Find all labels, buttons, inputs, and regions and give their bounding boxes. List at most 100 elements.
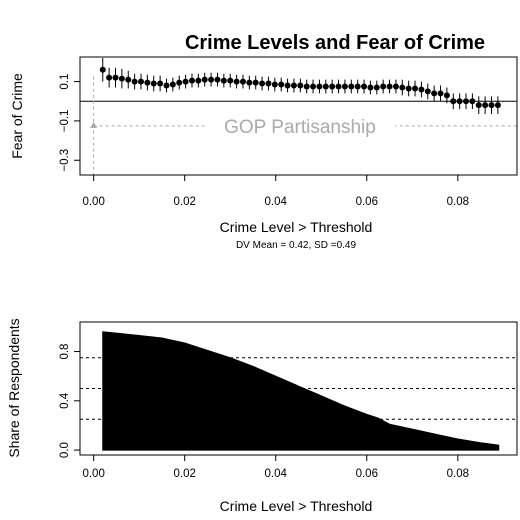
data-point (475, 102, 482, 109)
data-point (239, 78, 246, 85)
data-point (316, 83, 323, 90)
data-point (303, 83, 310, 90)
data-point (182, 78, 189, 85)
bottom-x-axis-label: Crime Level > Threshold (220, 498, 373, 514)
gop-point (90, 121, 98, 128)
data-point (137, 78, 144, 85)
x-tick-label: 0.08 (447, 196, 469, 208)
bottom-series (102, 331, 500, 451)
data-point (214, 76, 221, 83)
data-point (169, 81, 176, 88)
data-point (335, 83, 342, 90)
x-tick-label: 0.08 (447, 468, 469, 480)
panel-share-of-respondents: 0.00 0.02 0.04 0.06 0.08 0.0 0.4 0.8 Crime Lev… (6, 318, 518, 514)
x-tick-label: 0.04 (265, 468, 288, 480)
data-point (112, 74, 119, 81)
dv-summary-note: DV Mean = 0.42, SD =0.49 (236, 240, 357, 251)
data-point (361, 83, 368, 90)
data-point (271, 81, 278, 88)
data-point (405, 85, 412, 92)
data-point (118, 75, 125, 82)
bottom-y-axis-label: Share of Respondents (6, 318, 22, 457)
data-point (494, 102, 501, 109)
data-point (341, 83, 348, 90)
data-point (188, 77, 195, 84)
data-point (443, 92, 450, 99)
data-point (431, 90, 438, 97)
data-point (201, 76, 208, 83)
bottom-plot-frame (79, 321, 518, 456)
y-tick-label: 0.0 (59, 442, 71, 458)
data-point (265, 80, 272, 87)
data-point (99, 66, 106, 73)
top-x-axis: 0.00 0.02 0.04 0.06 0.08 (82, 175, 469, 208)
data-point (144, 79, 151, 86)
y-tick-label: −0.1 (59, 110, 71, 133)
data-point (482, 102, 489, 109)
top-series (99, 57, 501, 115)
data-point (424, 88, 431, 95)
data-point (246, 79, 253, 86)
data-point (284, 82, 291, 89)
top-y-axis-label: Fear of Crime (9, 73, 25, 159)
share-area (102, 331, 500, 451)
data-point (290, 82, 297, 89)
gop-partisanship-annotation: GOP Partisanship (224, 117, 376, 138)
data-point (488, 102, 495, 109)
data-point (125, 76, 132, 83)
data-point (456, 98, 463, 105)
data-point (310, 83, 317, 90)
y-tick-label: −0.3 (59, 149, 71, 172)
data-point (278, 81, 285, 88)
top-plot-frame (79, 56, 518, 176)
x-tick-label: 0.02 (174, 468, 196, 480)
top-y-axis: 0.1 −0.1 −0.3 (59, 74, 80, 172)
data-point (412, 85, 419, 92)
data-point (348, 83, 355, 90)
gop-label-background (205, 113, 395, 136)
data-point (463, 98, 470, 105)
data-point (329, 83, 336, 90)
x-tick-label: 0.04 (265, 196, 288, 208)
data-point (233, 78, 240, 85)
data-point (450, 98, 457, 105)
x-tick-label: 0.00 (82, 468, 104, 480)
data-point (322, 83, 329, 90)
data-point (150, 80, 157, 87)
data-point (220, 77, 227, 84)
data-point (367, 84, 374, 91)
data-point (380, 83, 387, 90)
x-tick-label: 0.00 (82, 196, 104, 208)
data-point (227, 77, 234, 84)
data-point (297, 82, 304, 89)
data-point (259, 80, 266, 87)
data-point (437, 90, 444, 97)
chart-title: Crime Levels and Fear of Crime (185, 32, 485, 54)
top-x-axis-label: Crime Level > Threshold (220, 219, 373, 235)
data-point (469, 98, 476, 105)
y-tick-label: 0.1 (59, 74, 71, 90)
data-point (163, 82, 170, 89)
data-point (131, 78, 138, 85)
data-point (392, 83, 399, 90)
panel-fear-of-crime: GOP Partisanship 0.00 0.02 0.04 0.06 0.08 0.… (9, 56, 518, 251)
x-tick-label: 0.06 (356, 468, 378, 480)
x-tick-label: 0.02 (174, 196, 196, 208)
y-tick-label: 0.4 (59, 392, 71, 409)
data-point (176, 79, 183, 86)
bottom-y-axis: 0.0 0.4 0.8 (59, 344, 80, 458)
bottom-x-axis: 0.00 0.02 0.04 0.06 0.08 (82, 455, 469, 480)
data-point (386, 83, 393, 90)
data-point (208, 76, 215, 83)
y-tick-label: 0.8 (59, 344, 71, 360)
data-point (399, 84, 406, 91)
data-point (373, 84, 380, 91)
data-point (418, 86, 425, 93)
data-point (106, 74, 113, 81)
data-point (252, 79, 259, 86)
data-point (157, 80, 164, 87)
data-point (354, 83, 361, 90)
data-point (195, 77, 202, 84)
x-tick-label: 0.06 (356, 196, 378, 208)
